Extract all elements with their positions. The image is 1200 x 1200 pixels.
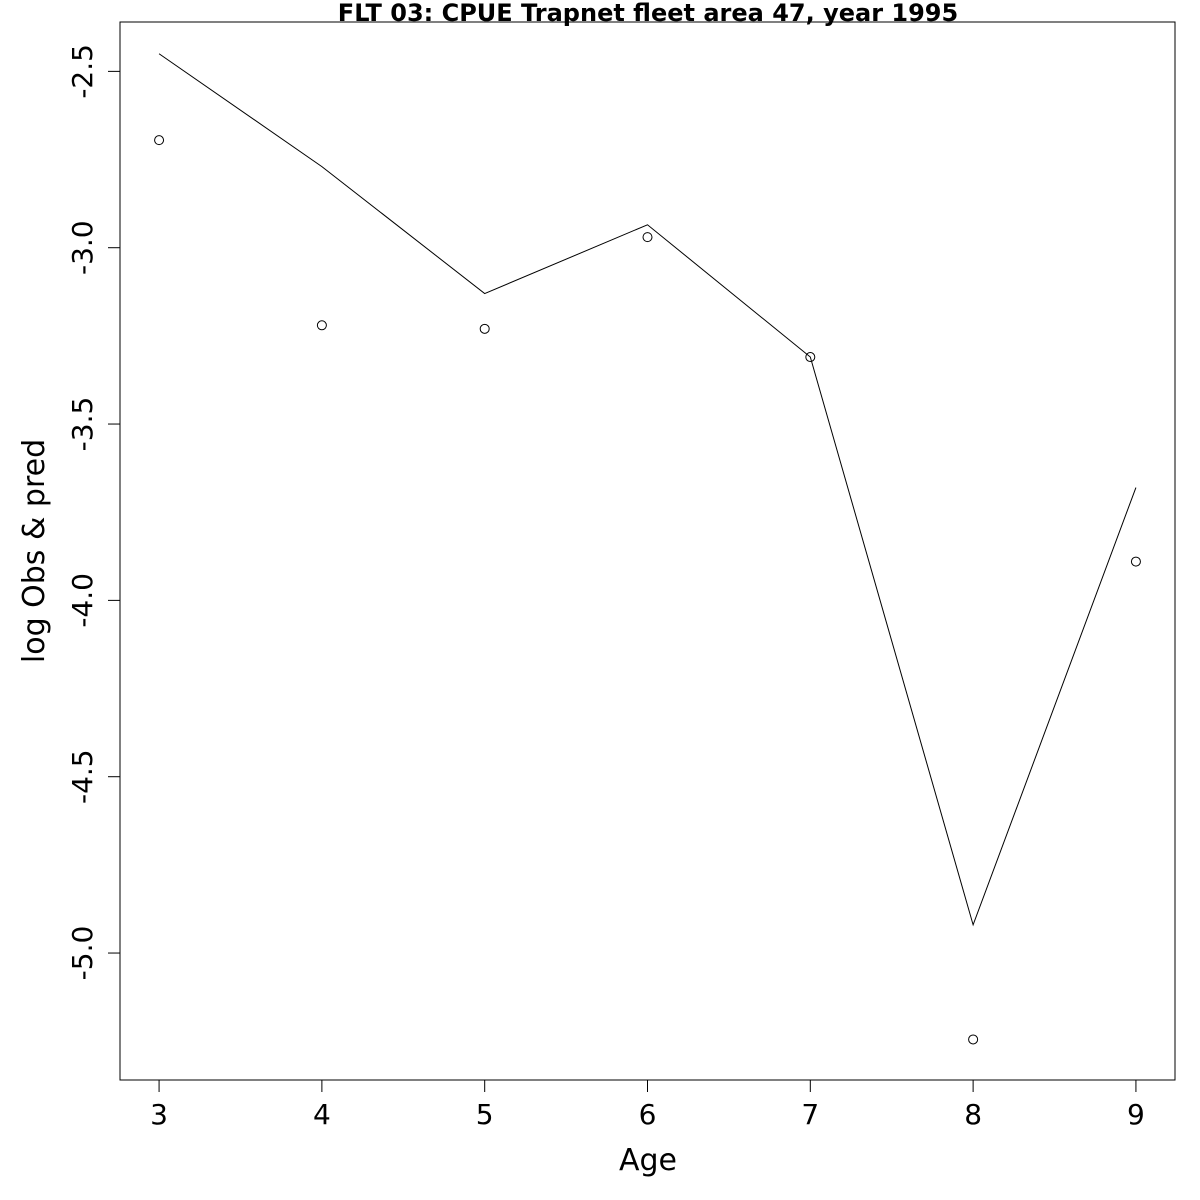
y-tick-label: -3.0 xyxy=(66,220,99,275)
observed-point xyxy=(154,135,165,146)
x-tick-label: 3 xyxy=(150,1098,168,1131)
observed-point xyxy=(479,323,490,334)
y-tick-label: -4.5 xyxy=(66,749,99,804)
observed-point xyxy=(1130,556,1141,567)
plot-frame xyxy=(119,21,1176,1081)
y-tick-label: -5.0 xyxy=(66,926,99,981)
observed-point xyxy=(968,1034,979,1045)
x-tick-label: 7 xyxy=(801,1098,819,1131)
x-tick-label: 5 xyxy=(476,1098,494,1131)
chart-title: FLT 03: CPUE Trapnet fleet area 47, year… xyxy=(338,0,958,27)
observed-point xyxy=(805,352,816,363)
series-layer xyxy=(154,53,1141,1045)
y-axis: -2.5 -3.0 -3.5 -4.0 -4.5 -5.0 xyxy=(66,44,120,980)
y-axis-title: log Obs & pred xyxy=(17,439,52,663)
predicted-line xyxy=(158,53,1137,927)
x-tick-label: 9 xyxy=(1127,1098,1145,1131)
x-tick-label: 8 xyxy=(964,1098,982,1131)
y-tick-label: -4.0 xyxy=(66,573,99,628)
observed-point xyxy=(642,232,653,243)
y-tick-label: -2.5 xyxy=(66,44,99,99)
y-tick-label: -3.5 xyxy=(66,397,99,452)
x-tick-label: 6 xyxy=(639,1098,657,1131)
x-tick-label: 4 xyxy=(313,1098,331,1131)
observed-point xyxy=(316,320,327,331)
x-axis: 3 4 5 6 7 8 9 xyxy=(150,1080,1145,1131)
x-axis-title: Age xyxy=(619,1143,677,1178)
